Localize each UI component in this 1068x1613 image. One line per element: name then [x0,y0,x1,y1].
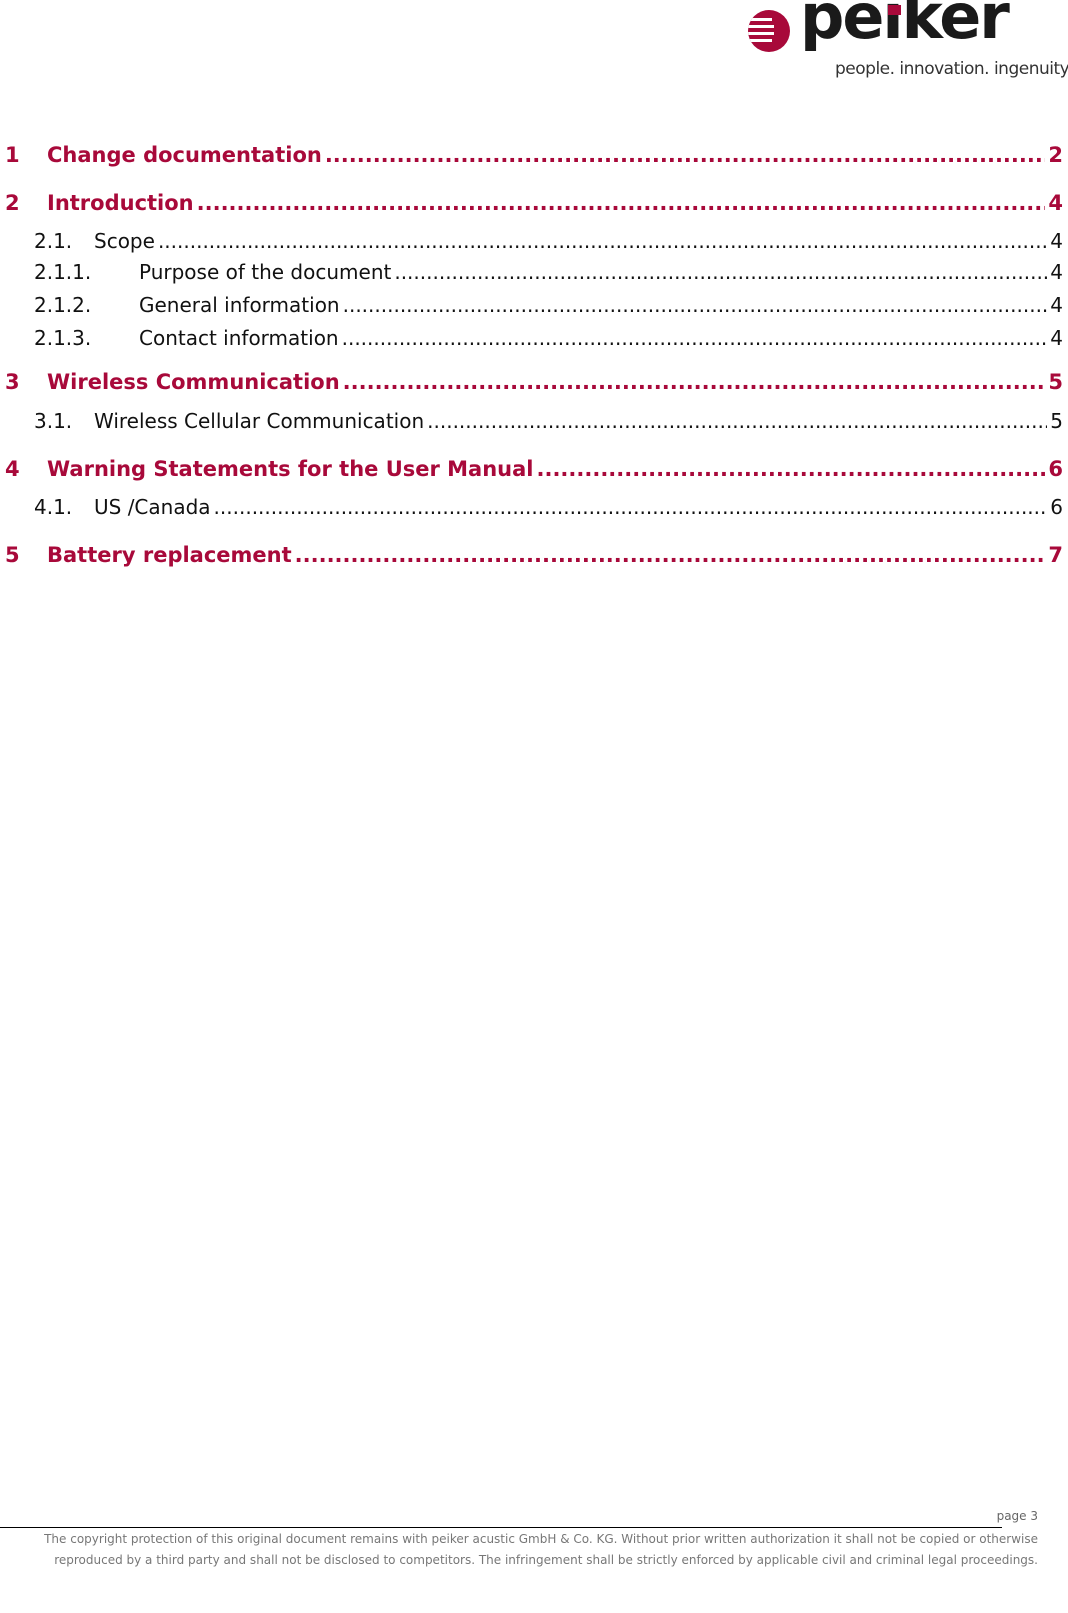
toc-page: 5 [1050,409,1063,433]
toc-entry[interactable]: 3 Wireless Communication 5 [0,370,1063,394]
toc-number: 5 [5,543,20,567]
toc-entry[interactable]: 2.1. Scope 4 [0,229,1063,253]
toc-title: Change documentation [47,143,322,167]
dot-leader [343,293,1048,317]
dot-leader [158,229,1047,253]
toc-number: 2.1. [34,229,73,253]
dot-leader [427,409,1047,433]
logo-wordmark: peiker [800,0,1010,53]
toc-title: Contact information [139,326,339,350]
toc-entry[interactable]: 4 Warning Statements for the User Manual 6 [0,457,1063,481]
toc-entry[interactable]: 2.1.2. General information 4 [0,293,1063,317]
page-number: page 3 [996,1509,1038,1523]
toc-entry[interactable]: 3.1. Wireless Cellular Communication 5 [0,409,1063,433]
toc-entry[interactable]: 4.1. US /Canada 6 [0,495,1063,519]
toc-entry[interactable]: 2.1.1. Purpose of the document 4 [0,260,1063,284]
logo-mark-icon [748,10,790,52]
toc-title: Battery replacement [47,543,292,567]
toc-title: Wireless Communication [47,370,340,394]
dot-leader [214,495,1048,519]
toc-page: 6 [1050,495,1063,519]
dot-leader [325,143,1046,167]
toc-title: Wireless Cellular Communication [94,409,425,433]
toc-number: 1 [5,143,20,167]
toc-entry[interactable]: 5 Battery replacement 7 [0,543,1063,567]
toc-title: Scope [94,229,155,253]
toc-page: 7 [1048,543,1063,567]
toc-number: 2.1.1. [34,260,92,284]
toc-page: 4 [1050,293,1063,317]
toc-number: 2.1.3. [34,326,92,350]
toc-number: 2 [5,191,20,215]
toc-page: 4 [1050,260,1063,284]
footer-divider [0,1527,1002,1528]
toc-entry[interactable]: 1 Change documentation 2 [0,143,1063,167]
toc-title: Purpose of the document [139,260,392,284]
toc-page: 6 [1048,457,1063,481]
toc-entry[interactable]: 2.1.3. Contact information 4 [0,326,1063,350]
toc-number: 4.1. [34,495,73,519]
toc-number: 4 [5,457,20,481]
logo-tagline: people. innovation. ingenuity. [835,59,1068,79]
toc-page: 5 [1048,370,1063,394]
toc-title: General information [139,293,340,317]
toc-page: 4 [1050,326,1063,350]
toc-page: 4 [1050,229,1063,253]
dot-leader [394,260,1047,284]
toc-number: 3 [5,370,20,394]
toc-number: 3.1. [34,409,73,433]
copyright-line-1: The copyright protection of this origina… [44,1532,1038,1546]
toc-entry[interactable]: 2 Introduction 4 [0,191,1063,215]
copyright-line-2: reproduced by a third party and shall no… [54,1553,1038,1567]
toc-title: US /Canada [94,495,211,519]
toc-title: Introduction [47,191,194,215]
dot-leader [295,543,1046,567]
toc-page: 4 [1048,191,1063,215]
dot-leader [537,457,1046,481]
toc-number: 2.1.2. [34,293,92,317]
dot-leader [343,370,1046,394]
toc-title: Warning Statements for the User Manual [47,457,534,481]
peiker-logo: peiker people. innovation. ingenuity. [748,0,1068,85]
dot-leader [342,326,1048,350]
toc-page: 2 [1048,143,1063,167]
dot-leader [197,191,1046,215]
